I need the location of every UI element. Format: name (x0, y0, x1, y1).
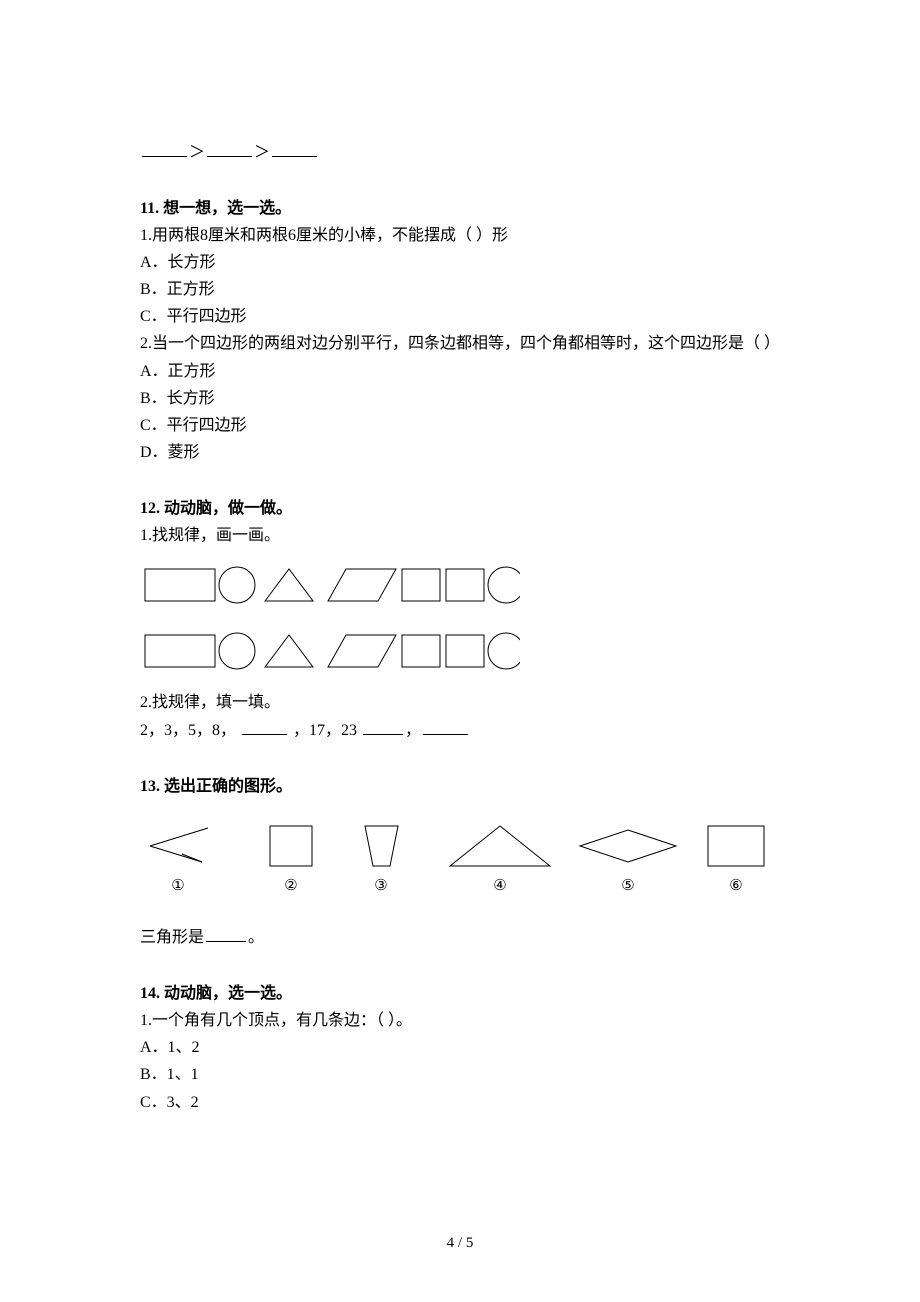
q13-label-2: ② (284, 878, 297, 894)
q13-trapezoid (365, 826, 398, 866)
q11-p1-opt-b[interactable]: B．正方形 (140, 276, 780, 303)
q13-rect (708, 826, 764, 866)
q14-p1: 1.一个角有几个顶点，有几条边：（ ）。 (140, 1007, 780, 1034)
intro-blank-2 (207, 141, 252, 157)
q14-heading: 14. 动动脑，选一选。 (140, 979, 780, 1003)
q12-seq-blank-1 (242, 719, 287, 735)
shape-circle-2 (488, 567, 520, 603)
shape-rect-wide-b (145, 635, 215, 667)
q13-answer-blank (206, 926, 246, 942)
shape-parallelogram-b (328, 635, 396, 667)
q13-triangle (450, 826, 550, 866)
q13-shapes-svg: ① ② ③ ④ ⑤ ⑥ (140, 820, 780, 910)
intro-blank-3 (272, 141, 317, 157)
shape-circle (219, 567, 255, 603)
intro-fill-line: ＞＞ (140, 140, 780, 166)
q13-label-6: ⑥ (729, 878, 742, 894)
q13-label-1: ① (171, 878, 184, 894)
q13-answer-suffix: 。 (248, 929, 264, 946)
q12-seq-blank-2 (363, 719, 403, 735)
q12-seq-prefix: 2，3，5，8， (140, 722, 240, 739)
q13-heading: 13. 选出正确的图形。 (140, 772, 780, 796)
shape-circle-2b (488, 633, 520, 669)
shape-square-2 (446, 569, 484, 601)
q13-square (270, 826, 312, 866)
q13-angle-line2 (150, 846, 202, 862)
q11-heading: 11. 想一想，选一选。 (140, 194, 780, 218)
q14-opt-c[interactable]: C．3、2 (140, 1089, 780, 1116)
shape-rect-wide (145, 569, 215, 601)
q12-pattern-svg-2 (140, 623, 520, 677)
q12-pattern-svg-1 (140, 557, 520, 611)
q11-p1: 1.用两根8厘米和两根6厘米的小棒，不能摆成（ ）形 (140, 222, 780, 249)
intro-blank-1 (142, 141, 187, 157)
q13-answer-line: 三角形是 。 (140, 924, 780, 951)
q11-p2: 2.当一个四边形的两组对边分别平行，四条边都相等，四个角都相等时，这个四边形是（… (140, 330, 780, 357)
q11-p2-opt-a[interactable]: A．正方形 (140, 358, 780, 385)
shape-square-1 (402, 569, 440, 601)
q11-p1-opt-a[interactable]: A．长方形 (140, 249, 780, 276)
q11-p1-opt-c[interactable]: C．平行四边形 (140, 303, 780, 330)
gt-2: ＞ (254, 144, 270, 161)
q12-heading: 12. 动动脑，做一做。 (140, 494, 780, 518)
shape-square-2b (446, 635, 484, 667)
q12-seq-mid: ，17，23 (289, 722, 361, 739)
q12-shapes-row-1 (140, 557, 780, 611)
q12-p1: 1.找规律，画一画。 (140, 522, 780, 549)
shape-triangle-b (265, 635, 313, 667)
q14-opt-a[interactable]: A．1、2 (140, 1034, 780, 1061)
q13-label-5: ⑤ (621, 878, 634, 894)
q13-label-4: ④ (493, 878, 506, 894)
q13-angle-line3 (182, 854, 202, 862)
q13-angle-line1 (150, 828, 208, 846)
page-number: 4 / 5 (0, 1235, 920, 1252)
shape-triangle (265, 569, 313, 601)
shape-parallelogram (328, 569, 396, 601)
q12-seq-blank-3 (423, 719, 468, 735)
q14-opt-b[interactable]: B．1、1 (140, 1061, 780, 1088)
q12-p2: 2.找规律，填一填。 (140, 689, 780, 716)
q11-p2-opt-d[interactable]: D．菱形 (140, 439, 780, 466)
q13-label-3: ③ (374, 878, 387, 894)
shape-circle-b (219, 633, 255, 669)
q12-shapes-row-2 (140, 623, 780, 677)
q13-rhombus (580, 830, 676, 862)
q11-p2-opt-b[interactable]: B．长方形 (140, 385, 780, 412)
q12-seq: 2，3，5，8， ，17，23 ， (140, 717, 780, 744)
q13-answer-prefix: 三角形是 (140, 929, 204, 946)
q13-figure-row: ① ② ③ ④ ⑤ ⑥ (140, 820, 780, 910)
q12-seq-sep: ， (405, 722, 421, 739)
shape-square-1b (402, 635, 440, 667)
q11-p2-opt-c[interactable]: C．平行四边形 (140, 412, 780, 439)
gt-1: ＞ (189, 144, 205, 161)
